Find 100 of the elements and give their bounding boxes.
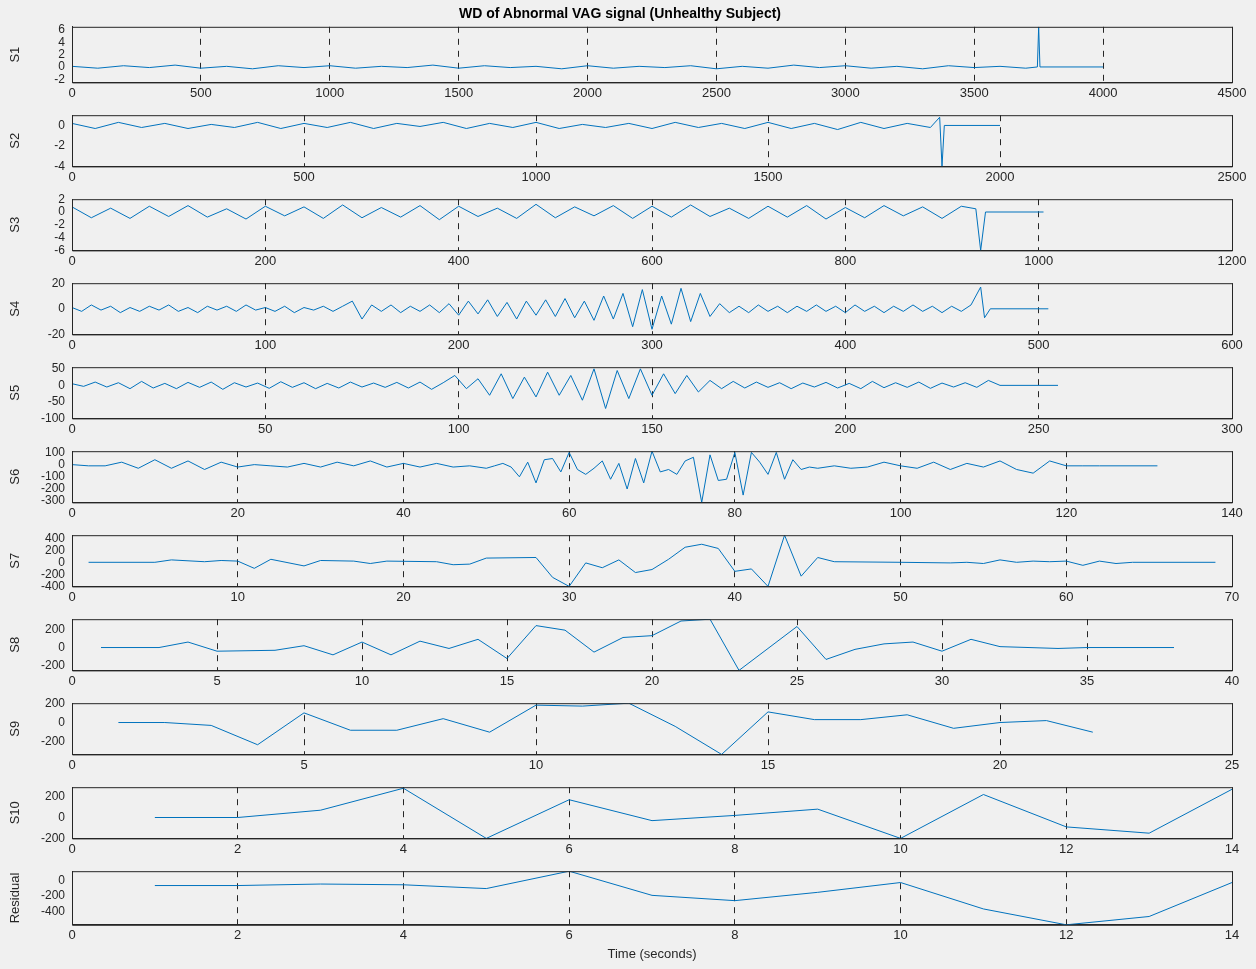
x-tick-label: 40 — [727, 588, 743, 604]
y-tick-label: -50 — [47, 394, 66, 409]
x-tick-label: 5 — [300, 756, 308, 772]
y-axis-title: S9 — [7, 720, 23, 737]
x-tick-label: 30 — [561, 588, 577, 604]
x-tick-label: 140 — [1221, 504, 1243, 520]
y-axis-title: S2 — [7, 132, 23, 149]
x-tick-label: 3000 — [830, 84, 860, 100]
y-tick-label: 0 — [58, 59, 66, 74]
x-tick-label: 4 — [399, 840, 408, 856]
y-tick-label: -4 — [54, 158, 66, 173]
x-tick-label: 8 — [731, 927, 739, 943]
x-tick-label: 2000 — [573, 84, 603, 100]
x-tick-label: 14 — [1224, 840, 1240, 856]
y-axis-title: S5 — [7, 384, 23, 401]
x-tick-label: 0 — [68, 336, 76, 352]
y-tick-label: 0 — [58, 117, 66, 132]
x-tick-label: 400 — [447, 252, 470, 268]
x-tick-label: 5 — [213, 672, 221, 688]
y-tick-label: -200 — [40, 481, 66, 496]
x-tick-label: 2 — [234, 927, 242, 943]
y-tick-label: 200 — [44, 542, 66, 557]
x-tick-label: 0 — [68, 252, 76, 268]
y-tick-label: 400 — [44, 530, 66, 545]
y-axis-title: S8 — [7, 636, 23, 653]
y-tick-label: -200 — [40, 734, 66, 749]
x-tick-label: 0 — [68, 840, 76, 856]
x-tick-label: 0 — [68, 168, 76, 184]
y-axis-title: S1 — [7, 46, 23, 63]
x-tick-label: 10 — [230, 588, 245, 604]
x-tick-label: 30 — [934, 672, 950, 688]
x-tick-label: 200 — [447, 336, 470, 352]
y-tick-label: -200 — [40, 830, 66, 845]
x-tick-label: 500 — [1027, 336, 1050, 352]
x-tick-label: 500 — [293, 168, 315, 184]
x-tick-label: 20 — [230, 504, 245, 520]
x-tick-label: 20 — [644, 672, 660, 688]
x-tick-label: 25 — [1224, 756, 1240, 772]
x-tick-label: 20 — [396, 588, 411, 604]
x-tick-label: 3500 — [959, 84, 989, 100]
x-tick-label: 10 — [893, 840, 908, 856]
x-tick-label: 50 — [258, 420, 273, 436]
x-tick-label: 60 — [561, 504, 577, 520]
x-tick-label: 80 — [727, 504, 743, 520]
x-tick-label: 0 — [68, 84, 76, 100]
chart-title: WD of Abnormal VAG signal (Unhealthy Subject) — [458, 5, 782, 22]
y-tick-label: 2 — [58, 46, 66, 61]
x-tick-label: 10 — [528, 756, 544, 772]
x-tick-label: 0 — [68, 588, 76, 604]
x-tick-label: 1000 — [315, 84, 345, 100]
y-tick-label: 2 — [58, 191, 66, 206]
y-tick-label: 0 — [58, 301, 66, 316]
x-tick-label: 1000 — [1024, 252, 1054, 268]
y-tick-label: 200 — [44, 695, 66, 710]
x-tick-label: 12 — [1059, 927, 1074, 943]
y-tick-label: 100 — [44, 444, 66, 459]
x-tick-label: 20 — [992, 756, 1008, 772]
x-tick-label: 250 — [1027, 420, 1050, 436]
x-tick-label: 6 — [565, 840, 573, 856]
x-tick-label: 40 — [1224, 672, 1240, 688]
y-tick-label: 0 — [58, 456, 66, 471]
y-axis-title: S10 — [7, 801, 23, 825]
x-tick-label: 35 — [1079, 672, 1095, 688]
x-tick-label: 100 — [889, 504, 912, 520]
x-tick-label: 0 — [68, 504, 76, 520]
y-tick-label: 4 — [58, 34, 66, 49]
x-tick-label: 4 — [399, 927, 408, 943]
x-tick-label: 1200 — [1217, 252, 1247, 268]
y-tick-label: 6 — [58, 22, 66, 37]
x-tick-label: 500 — [190, 84, 212, 100]
x-tick-label: 0 — [68, 756, 76, 772]
x-tick-label: 0 — [68, 672, 76, 688]
x-tick-label: 70 — [1224, 588, 1240, 604]
x-tick-label: 40 — [396, 504, 411, 520]
y-tick-label: 20 — [51, 275, 66, 290]
x-tick-label: 400 — [834, 336, 857, 352]
x-tick-label: 100 — [447, 420, 470, 436]
y-tick-label: -6 — [54, 242, 66, 257]
x-tick-label: 4000 — [1088, 84, 1118, 100]
x-tick-label: 600 — [641, 252, 663, 268]
y-tick-label: 50 — [51, 361, 66, 376]
y-axis-title: S7 — [7, 552, 23, 569]
y-axis-title: S6 — [7, 468, 23, 485]
y-tick-label: 0 — [58, 204, 66, 219]
y-tick-label: -400 — [40, 903, 66, 918]
x-tick-label: 300 — [641, 336, 663, 352]
y-axis-title: S3 — [7, 216, 23, 233]
x-tick-label: 15 — [760, 756, 776, 772]
x-tick-label: 6 — [565, 927, 573, 943]
x-tick-label: 200 — [254, 252, 277, 268]
x-axis-title: Time (seconds) — [607, 945, 697, 961]
y-tick-label: -300 — [40, 493, 66, 508]
y-tick-label: -2 — [54, 71, 66, 86]
y-tick-label: -200 — [40, 566, 66, 581]
x-tick-label: 60 — [1059, 588, 1074, 604]
y-tick-label: -20 — [47, 326, 66, 341]
x-tick-label: 8 — [731, 840, 739, 856]
x-tick-label: 50 — [893, 588, 908, 604]
x-tick-label: 150 — [641, 420, 663, 436]
y-axis-title: S4 — [7, 300, 23, 317]
